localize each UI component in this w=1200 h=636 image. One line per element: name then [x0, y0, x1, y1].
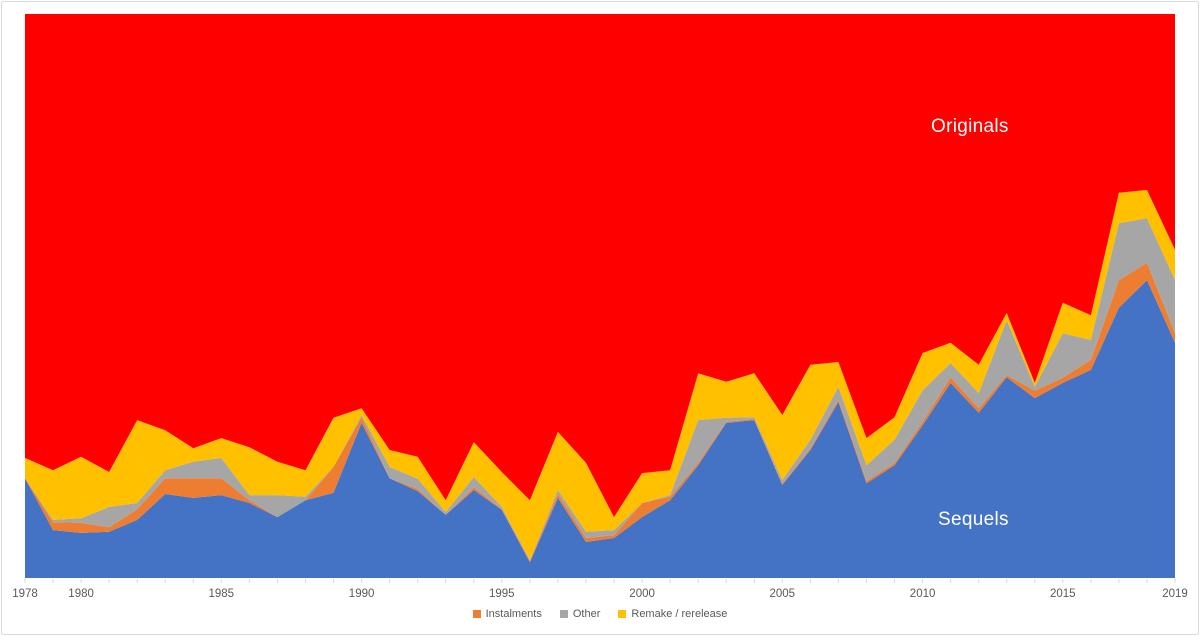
area-series-originals — [25, 14, 1175, 518]
x-axis-label-1980: 1980 — [68, 588, 94, 600]
originals-area-label: Originals — [931, 116, 1009, 137]
x-axis-label-2005: 2005 — [770, 588, 796, 600]
x-axis-label-1985: 1985 — [209, 588, 235, 600]
x-axis-label-2019: 2019 — [1162, 588, 1188, 600]
x-axis-label-1978: 1978 — [12, 588, 38, 600]
legend-swatch-icon — [472, 610, 481, 618]
x-axis-label-2000: 2000 — [629, 588, 655, 600]
area-series-remake-rerelease — [25, 190, 1175, 560]
x-axis-label-1995: 1995 — [489, 588, 515, 600]
x-axis-label-2015: 2015 — [1050, 588, 1076, 600]
sequels-area-label: Sequels — [938, 509, 1009, 530]
legend-label: Instalments — [485, 608, 542, 620]
legend-item-other: Other — [559, 608, 601, 620]
x-axis-label-2010: 2010 — [910, 588, 936, 600]
legend-swatch-icon — [618, 610, 627, 618]
x-axis-label-1990: 1990 — [349, 588, 375, 600]
legend-label: Other — [572, 608, 601, 620]
legend-label: Remake / rerelease — [631, 608, 728, 620]
legend-swatch-icon — [559, 610, 568, 618]
legend-item-instalments: Instalments — [472, 608, 542, 620]
legend-item-remake-rerelease: Remake / rerelease — [618, 608, 727, 620]
area-series-sequels — [25, 280, 1175, 578]
chart-legend: Instalments Other Remake / rerelease — [0, 608, 1200, 620]
